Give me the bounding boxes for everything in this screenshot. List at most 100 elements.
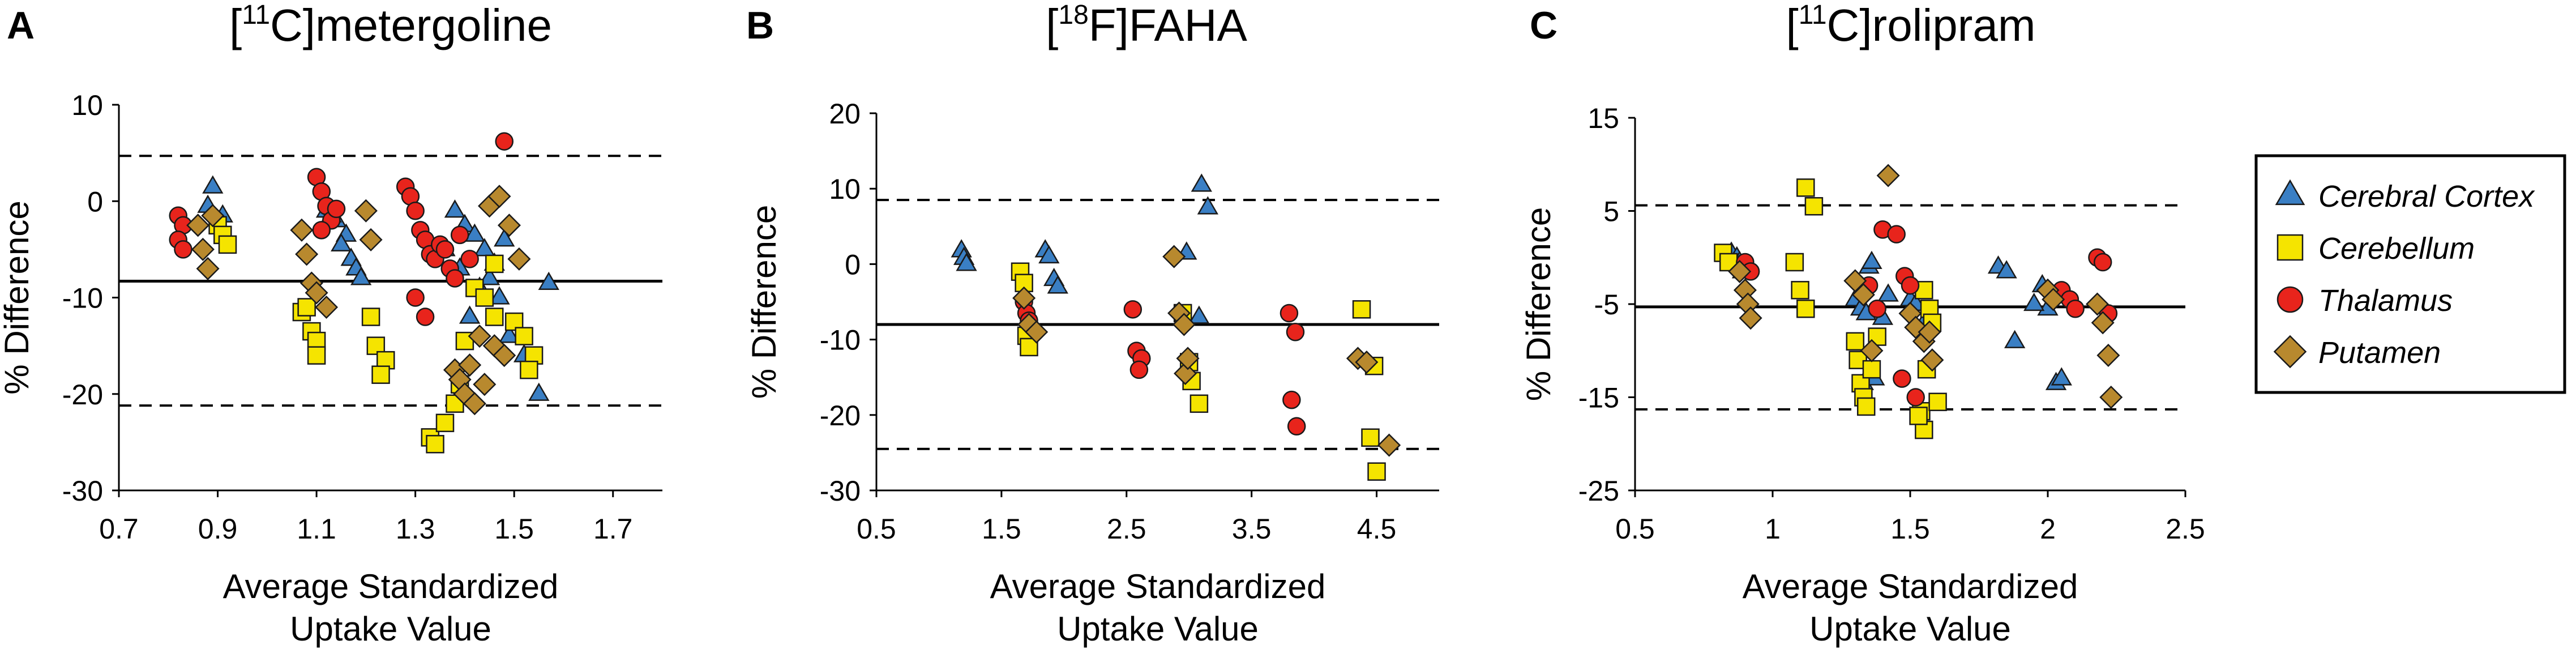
cortex-point: [1996, 260, 2017, 279]
cerebellum-point: [1862, 360, 1881, 379]
y-tick-label: -15: [1578, 382, 1619, 414]
cortex-point: [464, 223, 486, 242]
x-axis-label-line1: Average Standardized: [223, 567, 559, 605]
thalamus-point: [2066, 299, 2085, 318]
y-axis-label: % Difference: [745, 205, 783, 399]
putamen-point: [2085, 292, 2109, 316]
y-tick-label: -30: [62, 475, 103, 507]
series-cerebellum: [1011, 262, 1386, 481]
putamen-point: [1355, 351, 1379, 374]
putamen-point: [473, 373, 497, 396]
cerebellum-point: [475, 288, 494, 307]
circle-icon: [2277, 286, 2304, 313]
putamen-point: [196, 257, 220, 280]
thalamus-point: [1287, 417, 1306, 436]
title-bracket: [: [1046, 0, 1058, 50]
thalamus-point: [435, 240, 455, 259]
chart-title: [11C]rolipram: [1786, 0, 2035, 50]
y-tick-label: 10: [71, 89, 103, 121]
cerebellum-point: [1915, 420, 1933, 439]
cortex-point: [202, 175, 224, 194]
diamond-icon: [2273, 335, 2307, 369]
series-thalamus: [169, 132, 514, 326]
cerebellum-point: [1856, 397, 1876, 416]
series-putamen: [186, 185, 531, 416]
thalamus-point: [446, 269, 464, 288]
cerebellum-point: [1791, 281, 1809, 300]
cortex-point: [350, 267, 372, 285]
x-axis-label-line1: Average Standardized: [1743, 567, 2078, 605]
title-compound: C]rolipram: [1827, 0, 2036, 50]
cerebellum-point: [1796, 299, 1815, 318]
series-putamen: [1012, 245, 1401, 457]
thalamus-point: [2093, 253, 2112, 272]
cerebellum-point: [297, 298, 316, 317]
putamen-point: [468, 324, 491, 348]
cortex-point: [538, 271, 559, 291]
x-tick-label: 1.3: [396, 513, 435, 545]
cerebellum-point: [485, 254, 504, 274]
cerebellum-point: [520, 360, 538, 379]
thalamus-point: [1282, 390, 1301, 409]
y-axis-label: % Difference: [1520, 207, 1557, 401]
x-tick-label: 2: [2040, 513, 2056, 545]
cortex-point: [528, 382, 550, 401]
cortex-point: [1191, 173, 1212, 192]
x-tick-label: 0.7: [99, 513, 139, 545]
cortex-point: [459, 305, 481, 324]
title-bracket: [: [1786, 0, 1798, 50]
putamen-point: [1918, 320, 1941, 344]
series-cortex: [1721, 241, 2072, 390]
thalamus-point: [1129, 360, 1149, 379]
putamen-point: [1174, 362, 1197, 386]
putamen-point: [1876, 164, 1900, 187]
putamen-point: [2096, 343, 2120, 367]
putamen-point: [305, 281, 328, 305]
y-axis-label: % Difference: [0, 200, 36, 394]
panel-label: B: [746, 4, 774, 47]
cortex-point: [444, 199, 466, 218]
x-tick-label: 1.7: [593, 513, 633, 545]
cortex-point: [478, 267, 500, 285]
x-tick-label: 4.5: [1357, 513, 1397, 545]
putamen-point: [1025, 320, 1049, 344]
thalamus-point: [174, 240, 192, 259]
y-tick-label: -25: [1578, 475, 1619, 507]
x-tick-label: 2.5: [1107, 513, 1146, 545]
y-tick-label: -10: [820, 324, 861, 356]
x-tick-label: 1.1: [297, 513, 336, 545]
thalamus-point: [312, 221, 331, 240]
putamen-point: [2091, 311, 2115, 335]
putamen-point: [463, 392, 486, 416]
cerebellum-point: [1367, 462, 1386, 481]
putamen-point: [1920, 348, 1944, 372]
x-tick-label: 1.5: [1890, 513, 1930, 545]
cerebellum-point: [435, 413, 455, 433]
x-tick-label: 1.5: [494, 513, 534, 545]
panel-a: A [11C]metergoline 10 0 -10 -20 -30 0.7 0.9 1.1 1.…: [0, 0, 662, 648]
putamen-point: [1728, 259, 1752, 283]
cerebellum-point: [485, 307, 504, 326]
putamen-point: [1377, 433, 1401, 457]
thalamus-point: [1286, 323, 1305, 341]
putamen-point: [507, 247, 531, 271]
y-tick-label: -20: [62, 379, 103, 411]
triangle-icon: [2275, 179, 2305, 206]
series-cortex: [951, 173, 1219, 324]
title-bracket: [: [229, 0, 242, 50]
thalamus-point: [1868, 299, 1886, 318]
y-tick-label: 15: [1587, 102, 1619, 134]
thalamus-point: [495, 132, 514, 151]
title-compound: F]FAHA: [1089, 0, 1248, 50]
putamen-point: [359, 228, 383, 251]
legend-label-thalamus: Thalamus: [2318, 284, 2453, 318]
x-tick-label: 3.5: [1232, 513, 1272, 545]
y-tick-label: -10: [62, 283, 103, 314]
putamen-point: [458, 353, 482, 377]
putamen-point: [2042, 288, 2065, 311]
x-tick-label: 1.5: [982, 513, 1021, 545]
thalamus-point: [327, 199, 346, 219]
x-tick-label: 1: [1765, 513, 1781, 545]
cerebellum-point: [1796, 178, 1815, 197]
